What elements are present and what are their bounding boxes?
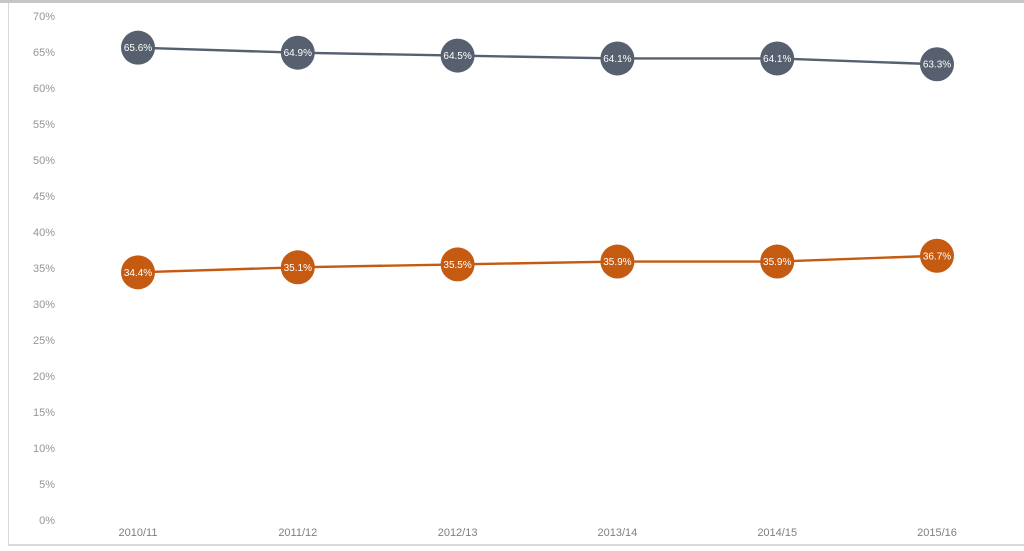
y-axis-tick-label: 55% — [33, 119, 55, 131]
data-point-label: 34.4% — [124, 268, 152, 279]
data-point-marker — [440, 38, 475, 73]
data-point-marker — [280, 35, 315, 70]
data-point-label: 64.5% — [443, 51, 471, 62]
data-point-label: 64.9% — [284, 48, 312, 59]
x-axis-tick-label: 2012/13 — [438, 527, 478, 539]
data-point-marker — [760, 41, 795, 76]
series-line-1 — [137, 46, 938, 66]
data-point-label: 36.7% — [923, 251, 951, 262]
data-point-label: 64.1% — [603, 54, 631, 65]
data-point-label: 35.9% — [763, 257, 791, 268]
data-point-marker — [920, 47, 954, 82]
data-point-marker — [121, 255, 155, 290]
window-top-strip — [0, 0, 1024, 3]
y-axis-tick-label: 10% — [33, 443, 55, 455]
chart-bottom-border — [8, 544, 1024, 546]
y-axis-tick-label: 50% — [33, 155, 55, 167]
data-point-marker — [121, 30, 155, 65]
data-point-label: 35.1% — [284, 263, 312, 274]
x-axis-tick-label: 2010/11 — [119, 527, 158, 539]
y-axis-tick-label: 5% — [39, 479, 55, 491]
data-point-marker — [440, 247, 475, 282]
data-point-marker — [920, 238, 954, 273]
y-axis-tick-label: 65% — [33, 47, 55, 59]
chart-left-border — [8, 3, 9, 545]
x-axis-tick-label: 2013/14 — [598, 527, 638, 539]
x-axis-tick-label: 2014/15 — [757, 527, 797, 539]
y-axis-tick-label: 20% — [33, 371, 55, 383]
y-axis-tick-label: 40% — [33, 227, 55, 239]
y-axis-tick-label: 30% — [33, 299, 55, 311]
y-axis-tick-label: 35% — [33, 263, 55, 275]
data-point-label: 64.1% — [763, 54, 791, 65]
data-point-label: 35.5% — [443, 260, 471, 271]
y-axis-tick-label: 25% — [33, 335, 55, 347]
x-axis-tick-label: 2011/12 — [278, 527, 317, 539]
y-axis-tick-label: 15% — [33, 407, 55, 419]
y-axis-tick-label: 60% — [33, 83, 55, 95]
data-point-label: 65.6% — [124, 43, 152, 54]
data-point-marker — [600, 244, 635, 279]
y-axis-tick-label: 0% — [39, 515, 55, 527]
data-point-marker — [600, 41, 635, 76]
y-axis-tick-label: 45% — [33, 191, 55, 203]
data-point-marker — [280, 250, 315, 285]
data-point-label: 35.9% — [603, 257, 631, 268]
y-axis-tick-label: 70% — [33, 11, 55, 23]
data-point-marker — [760, 244, 795, 279]
series-line-2 — [137, 254, 938, 274]
x-axis-tick-label: 2015/16 — [917, 527, 957, 539]
data-point-label: 63.3% — [923, 60, 951, 71]
